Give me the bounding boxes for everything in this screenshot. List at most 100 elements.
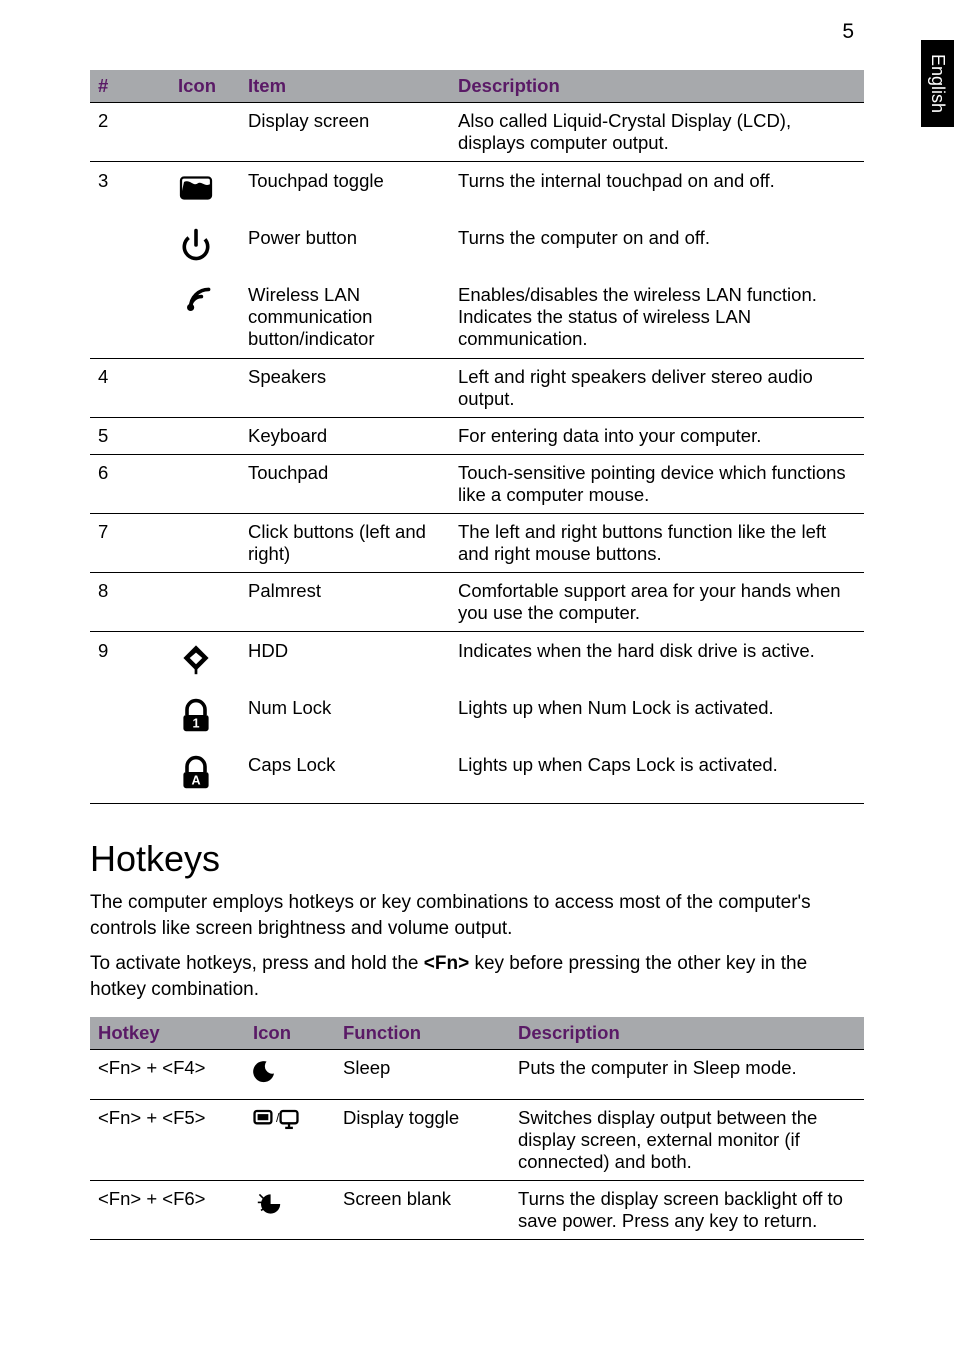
svg-text:/: / xyxy=(276,1110,280,1124)
table-row: 6 Touchpad Touch-sensitive pointing devi… xyxy=(90,455,864,514)
cell-item: Touchpad toggle xyxy=(240,162,450,220)
cell-num: 5 xyxy=(90,418,170,455)
cell-desc: Turns the display screen backlight off t… xyxy=(510,1180,864,1239)
cell-desc: Also called Liquid-Crystal Display (LCD)… xyxy=(450,103,864,162)
cell-item: Caps Lock xyxy=(240,746,450,804)
header-function: Function xyxy=(335,1017,510,1050)
cell-desc: Touch-sensitive pointing device which fu… xyxy=(450,455,864,514)
cell-desc: Turns the computer on and off. xyxy=(450,219,864,276)
cell-num: 7 xyxy=(90,514,170,573)
cell-icon xyxy=(170,514,240,573)
cell-item: Keyboard xyxy=(240,418,450,455)
cell-item: Click buttons (left and right) xyxy=(240,514,450,573)
touchpad-toggle-icon xyxy=(178,170,214,206)
cell-hotkey: <Fn> + <F4> xyxy=(90,1049,245,1099)
cell-desc: Comfortable support area for your hands … xyxy=(450,573,864,632)
cell-item: Speakers xyxy=(240,359,450,418)
cell-desc: Lights up when Num Lock is activated. xyxy=(450,689,864,746)
cell-item: Palmrest xyxy=(240,573,450,632)
paragraph-2: To activate hotkeys, press and hold the … xyxy=(90,951,864,1002)
display-toggle-icon: / xyxy=(253,1107,299,1135)
cell-desc: For entering data into your computer. xyxy=(450,418,864,455)
table-row: 4 Speakers Left and right speakers deliv… xyxy=(90,359,864,418)
cell-desc: Left and right speakers deliver stereo a… xyxy=(450,359,864,418)
cell-icon xyxy=(170,219,240,276)
cell-item: Num Lock xyxy=(240,689,450,746)
cell-icon xyxy=(245,1049,335,1099)
header-icon: Icon xyxy=(245,1017,335,1050)
page-number: 5 xyxy=(842,20,854,44)
hotkey-table: Hotkey Icon Function Description <Fn> + … xyxy=(90,1017,864,1240)
cell-item: Display screen xyxy=(240,103,450,162)
header-num: # xyxy=(90,70,170,103)
cell-icon xyxy=(170,359,240,418)
sleep-icon xyxy=(253,1057,283,1087)
header-desc: Description xyxy=(450,70,864,103)
cell-desc: Lights up when Caps Lock is activated. xyxy=(450,746,864,804)
header-hotkey: Hotkey xyxy=(90,1017,245,1050)
cell-desc: The left and right buttons function like… xyxy=(450,514,864,573)
cell-icon: 1 xyxy=(170,689,240,746)
cell-item: Power button xyxy=(240,219,450,276)
header-desc: Description xyxy=(510,1017,864,1050)
table-row: <Fn> + <F4> Sleep Puts the computer in S… xyxy=(90,1049,864,1099)
table-row: Power button Turns the computer on and o… xyxy=(90,219,864,276)
svg-text:1: 1 xyxy=(192,717,199,731)
table-row: 3 Touchpad toggle Turns the internal tou… xyxy=(90,162,864,220)
cell-function: Screen blank xyxy=(335,1180,510,1239)
table-header-row: Hotkey Icon Function Description xyxy=(90,1017,864,1050)
capslock-icon: A xyxy=(178,754,214,790)
cell-num xyxy=(90,689,170,746)
table-row: <Fn> + <F5> / Display toggle Switches di… xyxy=(90,1099,864,1180)
header-icon: Icon xyxy=(170,70,240,103)
wireless-icon xyxy=(178,284,214,320)
cell-desc: Puts the computer in Sleep mode. xyxy=(510,1049,864,1099)
numlock-icon: 1 xyxy=(178,697,214,733)
para2-b: <Fn> xyxy=(424,953,469,974)
cell-desc: Switches display output between the disp… xyxy=(510,1099,864,1180)
cell-item: HDD xyxy=(240,632,450,690)
paragraph-1: The computer employs hotkeys or key comb… xyxy=(90,890,864,941)
table-row: 5 Keyboard For entering data into your c… xyxy=(90,418,864,455)
table-row: 7 Click buttons (left and right) The lef… xyxy=(90,514,864,573)
cell-icon: A xyxy=(170,746,240,804)
table-row: Wireless LAN communication button/indica… xyxy=(90,276,864,359)
cell-hotkey: <Fn> + <F5> xyxy=(90,1099,245,1180)
cell-num xyxy=(90,276,170,359)
cell-num xyxy=(90,219,170,276)
table-row: 1 Num Lock Lights up when Num Lock is ac… xyxy=(90,689,864,746)
section-title: Hotkeys xyxy=(90,838,864,880)
cell-icon xyxy=(170,573,240,632)
cell-function: Display toggle xyxy=(335,1099,510,1180)
page: 5 English # Icon Item Description 2 Disp… xyxy=(0,0,954,1300)
table-row: 9 HDD Indicates when the hard disk drive… xyxy=(90,632,864,690)
cell-icon xyxy=(170,455,240,514)
cell-hotkey: <Fn> + <F6> xyxy=(90,1180,245,1239)
cell-icon xyxy=(170,632,240,690)
cell-num: 8 xyxy=(90,573,170,632)
cell-num: 4 xyxy=(90,359,170,418)
feature-table: # Icon Item Description 2 Display screen… xyxy=(90,70,864,804)
table-header-row: # Icon Item Description xyxy=(90,70,864,103)
cell-desc: Turns the internal touchpad on and off. xyxy=(450,162,864,220)
cell-icon xyxy=(245,1180,335,1239)
para2-a: To activate hotkeys, press and hold the xyxy=(90,953,424,974)
svg-text:A: A xyxy=(191,774,200,788)
cell-desc: Enables/disables the wireless LAN functi… xyxy=(450,276,864,359)
screen-blank-icon xyxy=(253,1188,285,1220)
cell-icon xyxy=(170,103,240,162)
cell-item: Wireless LAN communication button/indica… xyxy=(240,276,450,359)
cell-num: 9 xyxy=(90,632,170,690)
cell-icon: / xyxy=(245,1099,335,1180)
cell-num: 3 xyxy=(90,162,170,220)
cell-icon xyxy=(170,276,240,359)
cell-num xyxy=(90,746,170,804)
cell-desc: Indicates when the hard disk drive is ac… xyxy=(450,632,864,690)
cell-icon xyxy=(170,418,240,455)
table-row: 8 Palmrest Comfortable support area for … xyxy=(90,573,864,632)
header-item: Item xyxy=(240,70,450,103)
feature-table-body: 2 Display screen Also called Liquid-Crys… xyxy=(90,103,864,804)
cell-num: 6 xyxy=(90,455,170,514)
power-icon xyxy=(178,227,214,263)
cell-function: Sleep xyxy=(335,1049,510,1099)
